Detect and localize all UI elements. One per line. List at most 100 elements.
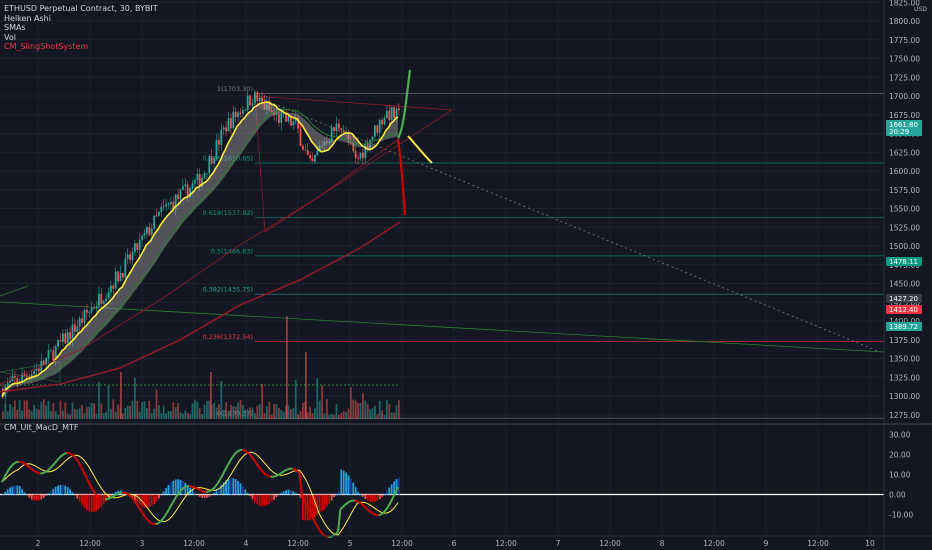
volume-bar — [244, 409, 247, 419]
legend-heiken-ashi[interactable]: Heiken Ashi — [4, 13, 51, 23]
macd-line-segment — [109, 495, 113, 500]
triangle-pattern — [254, 95, 454, 233]
volume-bar — [93, 403, 95, 419]
macd-histogram-bar — [371, 494, 374, 503]
macd-histogram-bar — [316, 494, 319, 516]
candle-body — [74, 324, 76, 332]
time-tick-label: 12:00 — [287, 539, 309, 548]
macd-histogram-bar — [9, 487, 11, 495]
macd-line-segment — [193, 486, 197, 490]
volume-bar — [251, 407, 254, 419]
macd-line-segment — [159, 518, 164, 523]
macd-histogram-bar — [100, 494, 103, 508]
macd-histogram-bar — [66, 487, 69, 495]
volume-bar — [242, 404, 244, 419]
macd-histogram-bar — [162, 491, 165, 495]
candle-body — [287, 116, 290, 122]
macd-histogram-bar — [249, 494, 251, 497]
candle-body — [160, 206, 163, 212]
macd-histogram-bar — [54, 486, 57, 495]
candle-body — [93, 307, 95, 309]
volume-bar — [246, 409, 249, 419]
volume-bar — [278, 407, 280, 419]
volume-bar — [69, 414, 71, 419]
macd-histogram-bar — [335, 493, 338, 495]
macd-histogram-bar — [270, 494, 273, 502]
candle-body — [102, 300, 105, 304]
fib-level-label: 0.236(1372.54) — [202, 333, 253, 341]
candle-body — [244, 110, 247, 111]
macd-line-segment — [178, 488, 183, 493]
macd-histogram-bar — [167, 485, 170, 495]
price-axis-bg — [884, 0, 932, 550]
symbol-title[interactable]: ETHUSD Perpetual Contract, 30, BYBIT — [4, 4, 158, 13]
macd-line-segment — [317, 528, 323, 533]
volume-bar — [81, 404, 83, 419]
macd-histogram-bar — [227, 478, 230, 495]
macd-pane — [0, 448, 884, 539]
volume-bar — [395, 404, 398, 419]
volume-bar — [357, 403, 359, 419]
candle-body — [23, 373, 26, 376]
candle-body — [186, 184, 189, 198]
macd-line-segment — [320, 531, 325, 536]
volume-bar — [153, 408, 155, 419]
macd-line-segment — [265, 473, 269, 477]
macd-line-segment — [198, 488, 202, 492]
candle-body — [38, 368, 40, 372]
candle-body — [107, 292, 110, 299]
candle-body — [172, 201, 175, 210]
macd-title[interactable]: CM_Ult_MacD_MTF — [4, 423, 79, 432]
macd-histogram-bar — [184, 482, 187, 495]
volume-bar — [213, 402, 215, 419]
candle-body — [16, 378, 19, 383]
macd-histogram-bar — [194, 492, 196, 495]
volume-bar — [136, 400, 139, 419]
volume-bar — [86, 407, 88, 419]
candle-body — [45, 357, 47, 365]
legend-vol[interactable]: Vol — [4, 32, 16, 42]
macd-line-segment — [114, 493, 118, 497]
candle-body — [201, 177, 203, 187]
legend-smas[interactable]: SMAs — [4, 23, 26, 32]
volume-bar — [9, 404, 11, 419]
macd-line-segment — [262, 471, 267, 476]
macd-line-segment — [361, 503, 366, 508]
candle-body — [388, 110, 391, 121]
macd-histogram-bar — [323, 494, 326, 510]
candle-body — [141, 235, 143, 241]
volume-bar — [191, 403, 194, 419]
volume-bar — [323, 413, 326, 419]
candle-body — [40, 360, 43, 372]
candle-body — [162, 206, 165, 208]
macd-line-segment — [44, 469, 49, 474]
volume-bar — [23, 400, 26, 419]
candle-body — [21, 373, 23, 382]
macd-line-segment — [171, 498, 176, 504]
macd-line-segment — [332, 533, 337, 537]
macd-histogram-bar — [208, 494, 211, 497]
price-tick-label: 1600.00 — [889, 167, 920, 176]
candle-body — [261, 97, 263, 103]
volume-bar — [47, 400, 50, 419]
candle-body — [309, 154, 311, 159]
fib-level-label: 0.786(1610.65) — [202, 155, 253, 163]
price-tick-label: 1825.00 — [889, 0, 920, 7]
currency-label: USD — [914, 6, 927, 13]
volume-bar — [354, 400, 357, 419]
legend-slingshot[interactable]: CM_SlingShotSystem — [4, 42, 89, 51]
candle-body — [126, 254, 129, 259]
time-tick-label: 2 — [36, 539, 41, 548]
macd-histogram-bar — [383, 493, 386, 495]
macd-histogram-bar — [26, 494, 28, 496]
volume-bar — [95, 413, 98, 419]
macd-tick-label: -10.00 — [889, 511, 913, 520]
macd-histogram-bar — [177, 479, 179, 495]
candle-body — [376, 125, 379, 133]
volume-bar — [148, 400, 151, 419]
macd-histogram-bar — [285, 489, 287, 495]
candle-body — [326, 141, 328, 144]
macd-line-segment — [298, 473, 303, 497]
